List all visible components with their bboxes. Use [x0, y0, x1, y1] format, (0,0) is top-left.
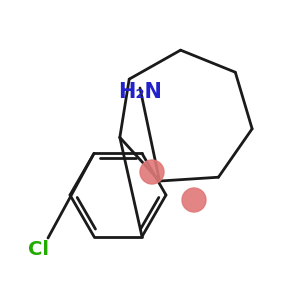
Circle shape: [182, 188, 206, 212]
Text: Cl: Cl: [28, 240, 49, 259]
Text: H₂N: H₂N: [118, 82, 162, 102]
Circle shape: [140, 160, 164, 184]
